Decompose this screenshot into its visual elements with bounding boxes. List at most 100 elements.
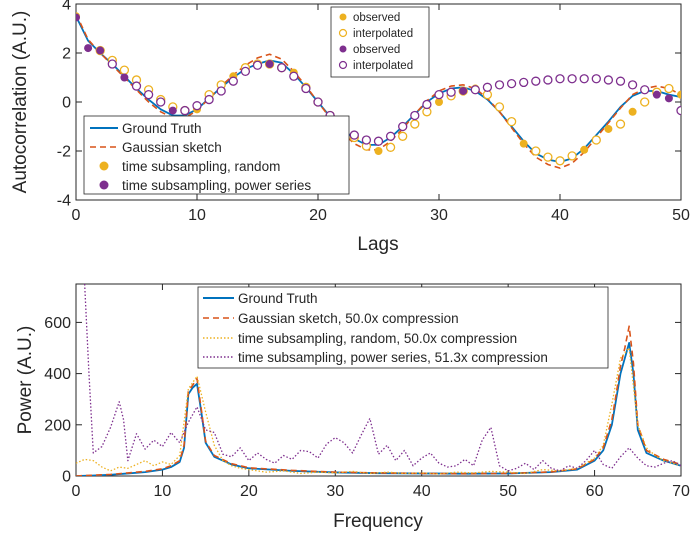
point-time-subsampling-power-series-observed: [265, 60, 274, 69]
legend2-label-ground-truth: Ground Truth: [238, 291, 318, 306]
legend2-label-power: time subsampling, power series, 51.3x co…: [238, 350, 548, 365]
series-line-gaussian-sketch-50-0x-compression: [76, 325, 681, 476]
point-time-subsampling-power-series-interpolated: [349, 130, 359, 140]
point-time-subsampling-random-interpolated: [531, 146, 541, 156]
point-time-subsampling-random-observed: [435, 98, 443, 106]
legend-swatch-random: [99, 161, 109, 171]
y-tick-label: 0: [62, 469, 71, 486]
point-time-subsampling-random-observed: [374, 147, 383, 155]
legend-swatch-power-observed: [339, 45, 347, 53]
point-time-subsampling-power-series-observed: [459, 86, 468, 95]
y-tick-label: 2: [62, 46, 71, 63]
point-time-subsampling-random-interpolated: [555, 156, 565, 166]
point-time-subsampling-power-series-interpolated: [313, 97, 323, 107]
y-tick-label: 4: [62, 0, 71, 14]
legend-box-2: [197, 286, 609, 369]
legend-label-random-interpolated: interpolated: [353, 28, 413, 40]
point-time-subsampling-power-series-observed: [120, 73, 129, 82]
legend-label-power-observed: observed: [353, 44, 400, 56]
point-time-subsampling-power-series-interpolated: [410, 110, 420, 121]
point-time-subsampling-power-series-interpolated: [676, 105, 681, 116]
point-time-subsampling-random-interpolated: [567, 151, 577, 161]
series-group-2: [76, 284, 681, 476]
point-time-subsampling-power-series-interpolated: [555, 74, 565, 84]
point-time-subsampling-power-series-interpolated: [131, 81, 142, 91]
point-time-subsampling-power-series-interpolated: [156, 97, 166, 107]
y-tick-label: -2: [57, 144, 71, 161]
point-time-subsampling-power-series-interpolated: [434, 90, 444, 100]
point-time-subsampling-power-series-interpolated: [143, 90, 154, 100]
x-tick-label: 20: [309, 207, 327, 224]
point-time-subsampling-random-interpolated: [119, 65, 130, 75]
y-axis-label-2: Power (A.U.): [15, 326, 36, 435]
x-tick-label: 50: [672, 207, 690, 224]
x-tick-label: 60: [586, 483, 604, 500]
point-time-subsampling-power-series-observed: [84, 44, 93, 53]
point-time-subsampling-power-series-interpolated: [422, 99, 432, 110]
point-time-subsampling-power-series-interpolated: [640, 85, 650, 95]
point-time-subsampling-power-series-observed: [76, 13, 80, 22]
x-axis-label-1: Lags: [357, 234, 398, 255]
point-time-subsampling-power-series-interpolated: [567, 74, 577, 84]
series-line-time-subsampling-random-50-0x-compression: [76, 347, 681, 475]
legend-label-random: time subsampling, random: [122, 159, 280, 174]
point-time-subsampling-power-series-interpolated: [192, 101, 202, 111]
point-time-subsampling-power-series-interpolated: [543, 75, 553, 85]
point-time-subsampling-random-interpolated: [410, 119, 420, 129]
y-tick-label: 200: [44, 417, 71, 434]
point-time-subsampling-random-interpolated: [506, 116, 517, 127]
point-time-subsampling-power-series-interpolated: [180, 105, 190, 116]
legend-main-1: Ground Truth Gaussian sketch time subsam…: [83, 115, 350, 195]
series-group-1: [76, 12, 681, 169]
point-time-subsampling-power-series-interpolated: [301, 83, 311, 94]
legend-2: Ground Truth Gaussian sketch, 50.0x comp…: [197, 286, 609, 369]
x-tick-label: 0: [72, 207, 81, 224]
y-tick-label: 600: [44, 315, 71, 332]
x-tick-label: 20: [240, 483, 258, 500]
point-time-subsampling-power-series-interpolated: [228, 76, 238, 86]
point-time-subsampling-power-series-interpolated: [603, 75, 614, 85]
point-time-subsampling-power-series-interpolated: [240, 66, 251, 77]
y-tick-label: 400: [44, 366, 71, 383]
point-time-subsampling-power-series-interpolated: [531, 76, 541, 86]
point-time-subsampling-power-series-interpolated: [373, 136, 384, 146]
point-time-subsampling-random-interpolated: [640, 97, 650, 107]
x-tick-label: 30: [326, 483, 344, 500]
point-time-subsampling-power-series-interpolated: [398, 121, 408, 132]
point-time-subsampling-random-observed: [628, 107, 637, 116]
x-tick-label: 10: [154, 483, 172, 500]
legend-label-random-observed: observed: [353, 12, 400, 24]
point-time-subsampling-power-series-interpolated: [289, 71, 299, 81]
point-time-subsampling-random-interpolated: [385, 142, 396, 152]
x-axis-label-2: Frequency: [333, 511, 423, 532]
legend-box-main-1: [83, 115, 350, 195]
point-time-subsampling-random-interpolated: [398, 131, 408, 141]
y-tick-label: 0: [62, 95, 71, 112]
legend2-label-random: time subsampling, random, 50.0x compress…: [238, 331, 517, 346]
x-tick-label: 50: [499, 483, 517, 500]
point-time-subsampling-power-series-interpolated: [627, 80, 638, 90]
point-time-subsampling-power-series-interpolated: [519, 77, 529, 88]
point-time-subsampling-power-series-observed: [664, 94, 673, 103]
x-tick-label: 30: [430, 207, 448, 224]
chart-autocorrelation: 0 10 20 30 40 50 -4 -2 0 2 4 Lags Autocorrelation …: [10, 0, 690, 255]
point-time-subsampling-random-interpolated: [543, 152, 553, 162]
legend-label-gaussian: Gaussian sketch: [122, 140, 222, 155]
legend-swatch-power: [99, 180, 109, 190]
point-time-subsampling-power-series-interpolated: [107, 59, 117, 69]
point-time-subsampling-power-series-interpolated: [470, 85, 480, 95]
point-time-subsampling-power-series-interpolated: [615, 76, 626, 86]
y-axis-label-1: Autocorrelation (A.U.): [10, 11, 31, 194]
point-time-subsampling-power-series-observed: [652, 90, 661, 99]
point-time-subsampling-power-series-interpolated: [361, 135, 372, 145]
x-tick-label: 40: [551, 207, 569, 224]
point-time-subsampling-power-series-interpolated: [446, 87, 456, 97]
y-tick-label: -4: [57, 193, 71, 210]
legend2-label-gaussian: Gaussian sketch, 50.0x compression: [238, 311, 459, 326]
point-time-subsampling-power-series-interpolated: [482, 82, 493, 92]
point-time-subsampling-power-series-interpolated: [277, 63, 287, 73]
legend-swatch-random-observed: [339, 13, 347, 21]
legend-label-power-interpolated: interpolated: [353, 60, 413, 72]
point-time-subsampling-power-series-interpolated: [591, 74, 601, 84]
